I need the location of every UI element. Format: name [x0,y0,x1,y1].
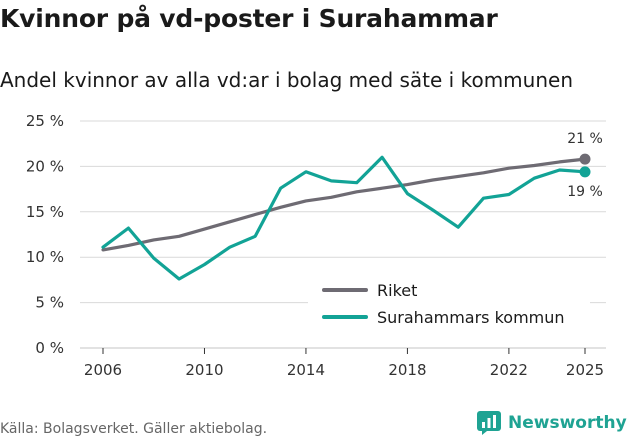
y-tick-label: 10 % [26,248,64,266]
newsworthy-logo-icon [477,411,501,435]
y-tick-label: 5 % [35,294,64,312]
legend-background [308,272,590,334]
chart-subtitle: Andel kvinnor av alla vd:ar i bolag med … [0,68,573,92]
series-end-point-kommun [579,166,591,178]
source-note: Källa: Bolagsverket. Gäller aktiebolag. [0,421,268,437]
y-tick-label: 20 % [26,157,64,175]
x-tick-label: 2025 [566,361,604,379]
y-tick-label: 0 % [35,339,64,357]
y-tick-label: 15 % [26,203,64,221]
series-line-riket [101,157,587,252]
series-end-label-kommun: 19 % [567,184,603,200]
legend-label-kommun: Surahammars kommun [377,308,565,327]
series-line-kommun [101,155,587,281]
legend-label-riket: Riket [377,281,417,300]
chart-title: Kvinnor på vd-poster i Surahammar [0,4,498,33]
x-tick-label: 2010 [185,361,223,379]
brand-logo: Newsworthy [476,410,627,436]
x-tick-label: 2018 [388,361,426,379]
series-end-point-riket [579,153,591,165]
x-tick-label: 2006 [84,361,122,379]
series-end-label-riket: 21 % [567,131,603,147]
brand-name: Newsworthy [508,413,627,433]
x-tick-label: 2022 [490,361,528,379]
line-chart: 0 % 5 % 10 % 15 % 20 % 25 % 2006 2010 2014 2018 20… [26,112,606,379]
x-tick-label: 2014 [287,361,325,379]
y-tick-label: 25 % [26,112,64,130]
